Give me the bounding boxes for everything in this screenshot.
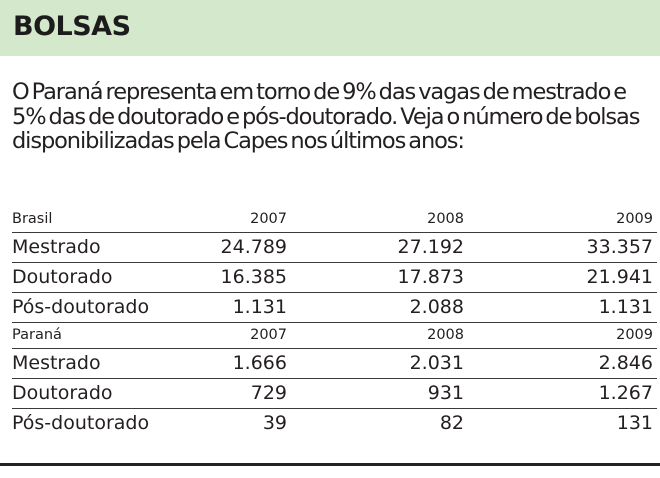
table-row: Pós-doutorado 39 82 131 — [12, 409, 657, 438]
section-title: BOLSAS — [13, 11, 131, 42]
group-header-parana: Paraná 2007 2008 2009 — [12, 323, 657, 349]
row-label: Pós-doutorado — [12, 296, 150, 318]
row-label: Mestrado — [12, 352, 101, 374]
year-header: 2008 — [427, 211, 464, 227]
cell-value: 16.385 — [220, 266, 287, 288]
group-header-brasil: Brasil 2007 2008 2009 — [12, 207, 657, 233]
year-header: 2007 — [250, 211, 287, 227]
scholarships-table: Brasil 2007 2008 2009 Mestrado 24.789 27… — [12, 207, 657, 438]
table-row: Pós-doutorado 1.131 2.088 1.131 — [12, 293, 657, 323]
cell-value: 2.088 — [409, 296, 464, 318]
row-label: Mestrado — [12, 236, 101, 258]
table-row: Doutorado 729 931 1.267 — [12, 379, 657, 409]
bottom-divider — [0, 463, 660, 466]
row-label: Doutorado — [12, 266, 113, 288]
table-row: Doutorado 16.385 17.873 21.941 — [12, 263, 657, 293]
row-label: Pós-doutorado — [12, 412, 150, 434]
cell-value: 2.846 — [598, 352, 653, 374]
cell-value: 24.789 — [220, 236, 287, 258]
cell-value: 2.031 — [409, 352, 464, 374]
cell-value: 1.131 — [232, 296, 287, 318]
cell-value: 1.666 — [232, 352, 287, 374]
table-row: Mestrado 1.666 2.031 2.846 — [12, 349, 657, 379]
row-label: Doutorado — [12, 382, 113, 404]
region-label: Brasil — [12, 211, 53, 227]
cell-value: 729 — [250, 382, 287, 404]
year-header: 2009 — [616, 211, 653, 227]
cell-value: 21.941 — [586, 266, 653, 288]
cell-value: 1.267 — [598, 382, 653, 404]
cell-value: 82 — [439, 412, 464, 434]
cell-value: 33.357 — [586, 236, 653, 258]
cell-value: 1.131 — [598, 296, 653, 318]
cell-value: 39 — [262, 412, 287, 434]
header-banner: BOLSAS — [0, 0, 660, 56]
intro-paragraph: O Paraná representa em torno de 9% das v… — [12, 79, 640, 154]
cell-value: 17.873 — [397, 266, 464, 288]
cell-value: 27.192 — [397, 236, 464, 258]
year-header: 2007 — [250, 327, 287, 343]
cell-value: 931 — [427, 382, 464, 404]
year-header: 2008 — [427, 327, 464, 343]
table-row: Mestrado 24.789 27.192 33.357 — [12, 233, 657, 263]
year-header: 2009 — [616, 327, 653, 343]
cell-value: 131 — [616, 412, 653, 434]
region-label: Paraná — [12, 327, 62, 343]
